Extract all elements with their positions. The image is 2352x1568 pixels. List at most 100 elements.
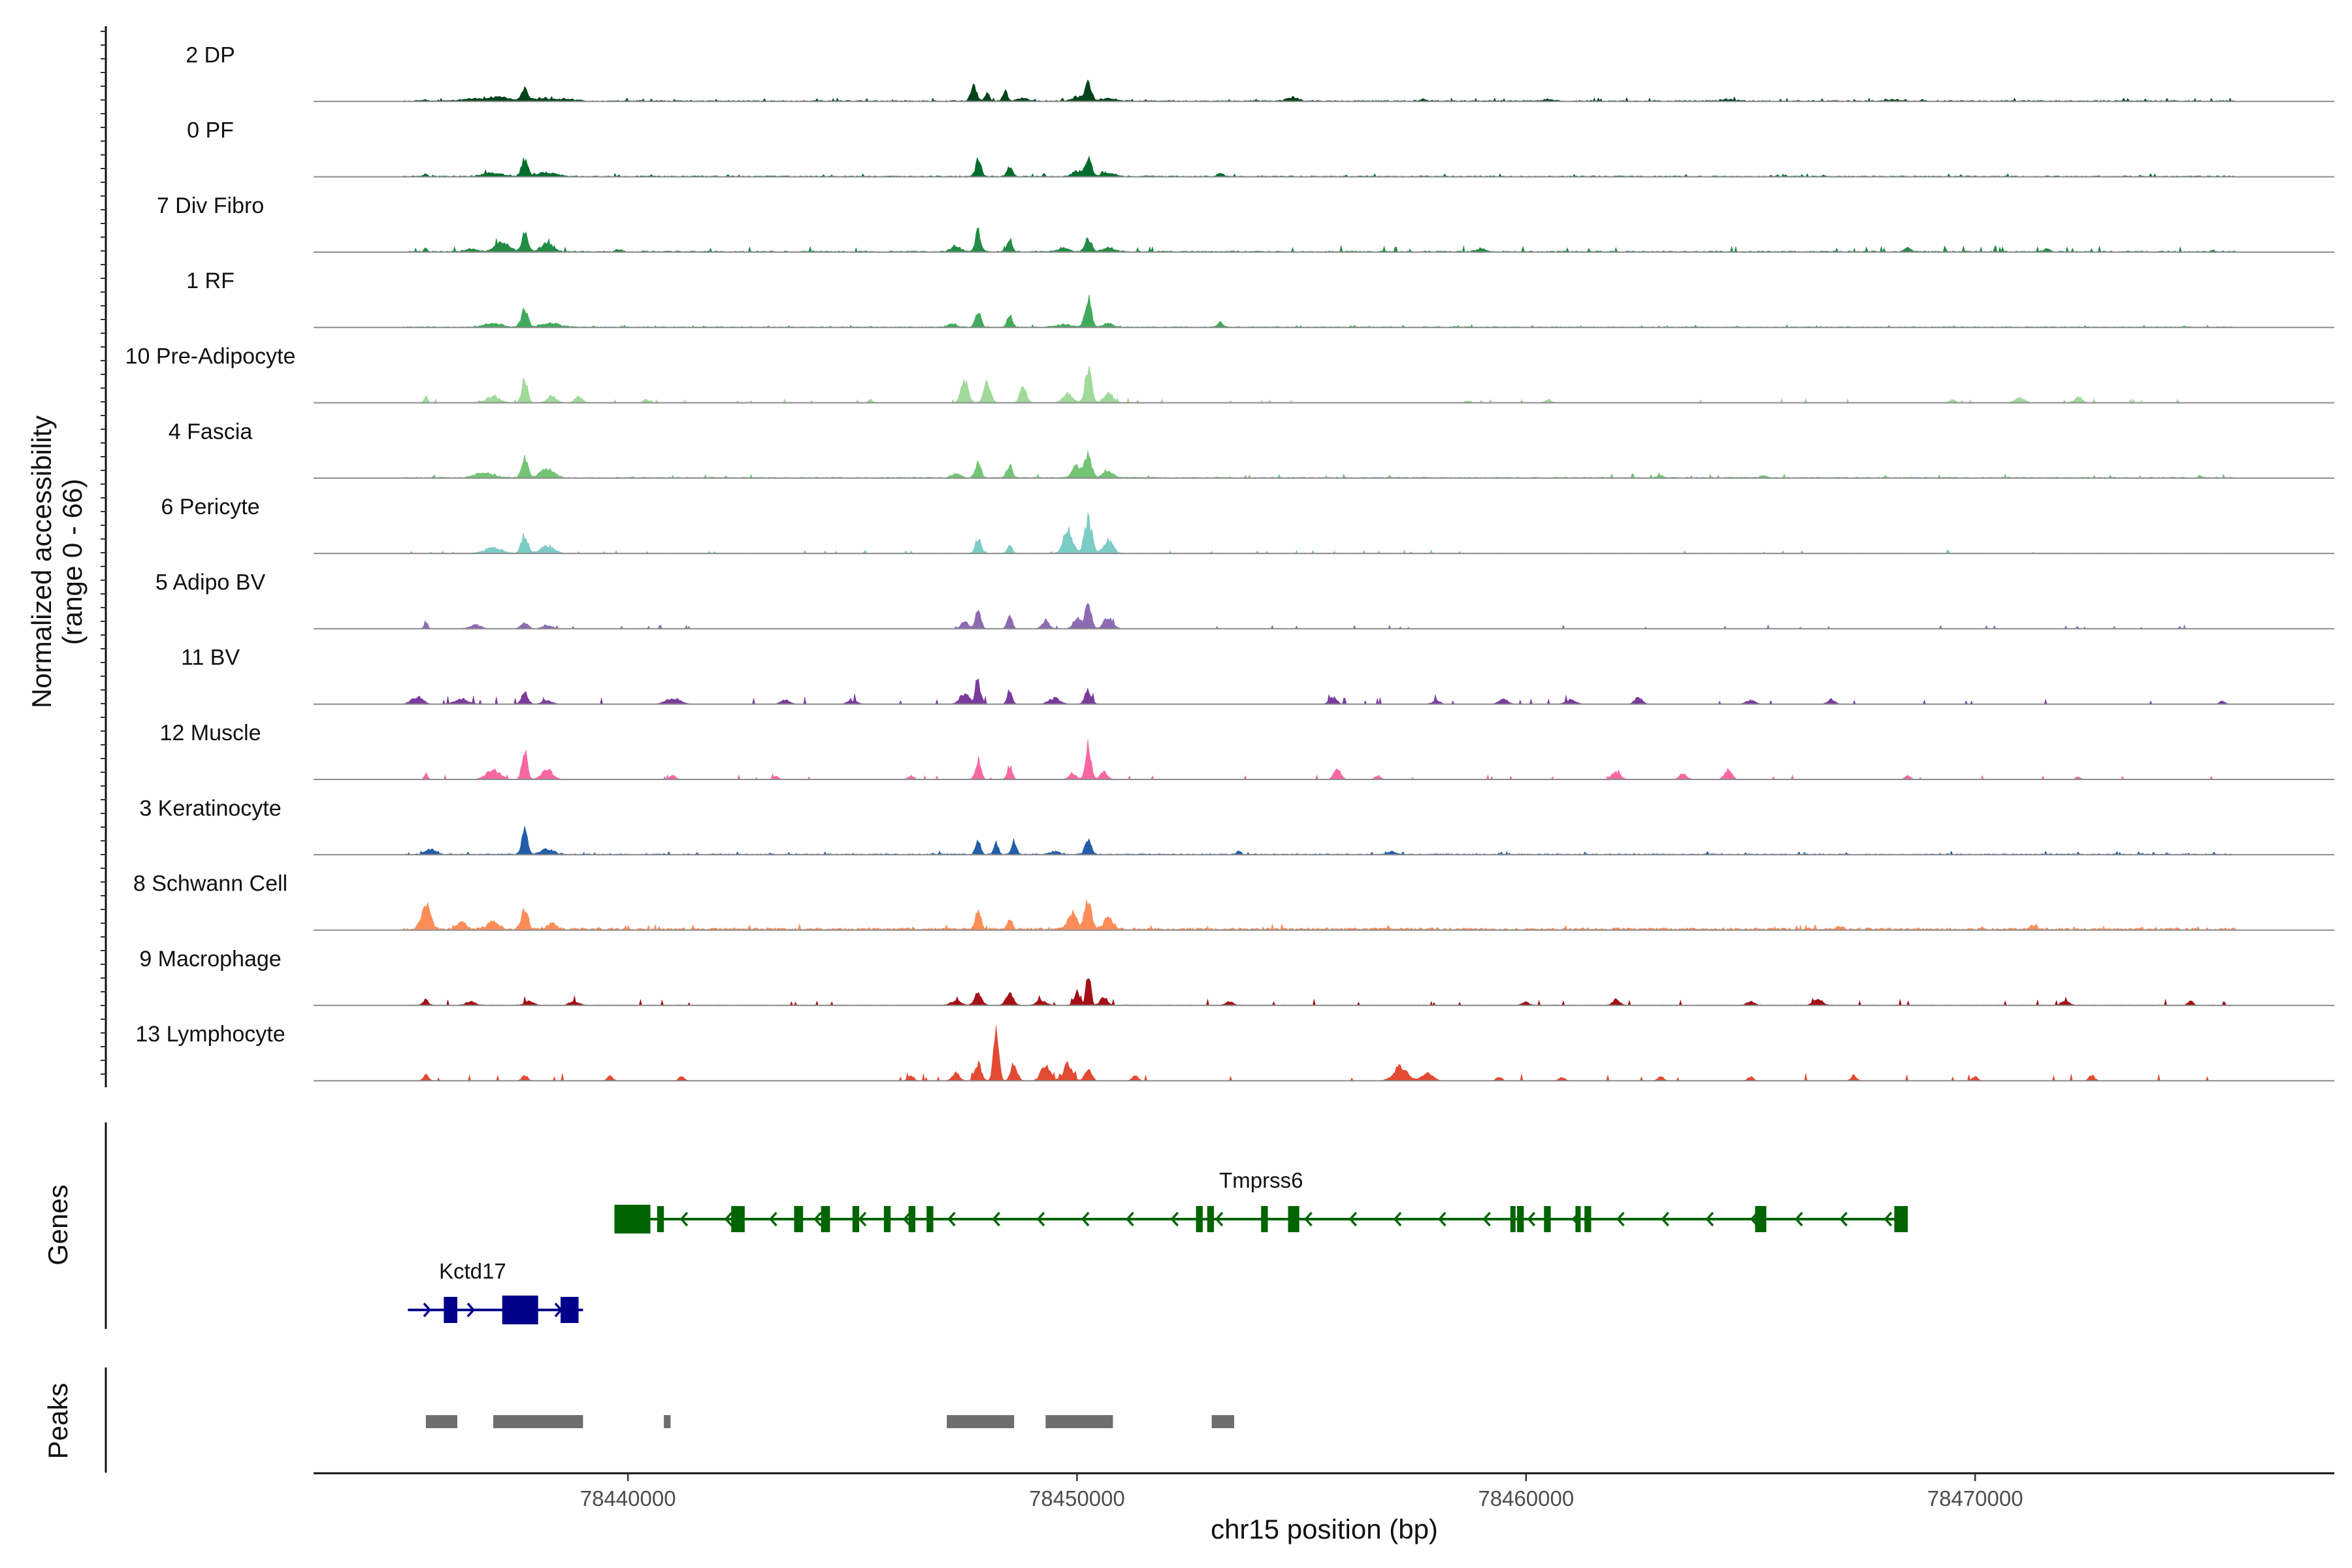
coverage-area — [403, 227, 2236, 253]
track-6-pericyte: 6 Pericyte — [161, 495, 2334, 555]
peak-region — [493, 1415, 583, 1428]
exon — [1894, 1206, 1908, 1232]
peak-region — [1211, 1415, 1235, 1428]
track-3-keratinocyte: 3 Keratinocyte — [139, 796, 2334, 856]
exon — [883, 1206, 891, 1232]
strand-arrow — [1304, 1211, 1313, 1227]
exon — [852, 1206, 860, 1232]
exon — [1544, 1206, 1551, 1232]
gene-kctd17: Kctd17 — [408, 1259, 583, 1324]
track-1-rf: 1 RF — [186, 269, 2334, 329]
track-label: 12 Muscle — [160, 721, 261, 745]
y-axis-title-line2: (range 0 - 66) — [57, 479, 88, 645]
strand-arrow — [1839, 1211, 1848, 1227]
coverage-area — [403, 79, 2236, 102]
strand-arrow — [679, 1211, 689, 1227]
x-tick-label: 78450000 — [1029, 1486, 1125, 1511]
peak-region — [1045, 1415, 1113, 1428]
strand-arrow — [1393, 1211, 1402, 1227]
track-label: 6 Pericyte — [161, 495, 259, 519]
coverage-tracks: 2 DP 0 PF 7 Div Fibro 1 RF 10 Pre-Adipocyte 4… — [125, 42, 2334, 1082]
exon — [794, 1206, 804, 1232]
track-label: 10 Pre-Adipocyte — [125, 344, 296, 369]
strand-arrow — [1036, 1211, 1045, 1227]
exon — [1584, 1206, 1592, 1232]
strand-arrow — [1616, 1211, 1625, 1227]
coverage-area — [403, 739, 2236, 780]
peak-region — [664, 1415, 671, 1428]
strand-arrow — [813, 1211, 822, 1227]
track-label: 4 Fascia — [169, 419, 253, 444]
track-7-div-fibro: 7 Div Fibro — [157, 193, 2334, 253]
track-10-pre-adipocyte: 10 Pre-Adipocyte — [125, 344, 2334, 404]
x-tick-label: 78460000 — [1478, 1486, 1574, 1511]
exon — [1207, 1206, 1215, 1232]
exon — [614, 1205, 651, 1233]
peak-track — [105, 1367, 1235, 1473]
genes-track-title: Genes — [42, 1184, 73, 1266]
coverage-area — [403, 978, 2236, 1006]
coverage-area — [403, 826, 2236, 855]
track-label: 0 PF — [187, 118, 234, 143]
exon — [1288, 1206, 1299, 1232]
track-9-macrophage: 9 Macrophage — [139, 947, 2334, 1006]
strand-arrow — [1482, 1211, 1491, 1227]
peak-region — [425, 1415, 457, 1428]
strand-arrow — [1348, 1211, 1358, 1227]
track-5-adipo-bv: 5 Adipo BV — [155, 570, 2334, 630]
track-label: 7 Div Fibro — [157, 193, 264, 218]
track-label: 1 RF — [186, 269, 235, 293]
gene-annotation-track: Tmprss6 Kctd17 — [105, 1122, 1908, 1329]
track-label: 11 BV — [181, 645, 240, 670]
x-axis-title: chr15 position (bp) — [1211, 1514, 1438, 1544]
gene-tmprss6: Tmprss6 — [614, 1168, 1908, 1233]
exon — [561, 1297, 579, 1323]
track-label: 5 Adipo BV — [155, 570, 266, 595]
track-2-dp: 2 DP — [186, 42, 2334, 103]
strand-arrow — [1795, 1211, 1803, 1227]
coverage-area — [403, 1025, 2236, 1082]
strand-arrow — [1705, 1211, 1714, 1227]
peaks-track-title: Peaks — [42, 1383, 73, 1460]
x-tick-label: 78440000 — [580, 1486, 676, 1511]
track-8-schwann-cell: 8 Schwann Cell — [133, 872, 2334, 931]
exon — [1196, 1206, 1203, 1232]
strand-arrow — [466, 1302, 476, 1318]
track-0-pf: 0 PF — [187, 118, 2334, 178]
y-axis-title-line1: Normalized accessibility — [26, 416, 57, 708]
strand-arrow — [423, 1302, 432, 1318]
coverage-area — [403, 899, 2236, 931]
strand-arrow — [902, 1211, 911, 1227]
track-11-bv: 11 BV — [181, 645, 2334, 705]
strand-arrow — [992, 1211, 1001, 1227]
exon — [821, 1206, 830, 1232]
track-label: 9 Macrophage — [139, 947, 281, 972]
track-12-muscle: 12 Muscle — [160, 721, 2334, 780]
exon — [1755, 1206, 1767, 1232]
track-4-fascia: 4 Fascia — [169, 419, 2334, 479]
exon — [731, 1206, 745, 1232]
strand-arrow — [724, 1211, 733, 1227]
coverage-area — [403, 678, 2236, 705]
track-label: 3 Keratinocyte — [139, 796, 281, 821]
exon — [657, 1206, 664, 1232]
exon — [1510, 1206, 1516, 1232]
track-label: 8 Schwann Cell — [133, 872, 287, 896]
exon — [926, 1206, 934, 1232]
exon — [444, 1297, 457, 1323]
exon — [502, 1296, 538, 1324]
coverage-area — [403, 155, 2236, 178]
track-label: 2 DP — [186, 42, 235, 67]
strand-arrow — [1884, 1211, 1893, 1227]
x-tick-label: 78470000 — [1927, 1486, 2023, 1511]
strand-arrow — [1126, 1211, 1134, 1227]
strand-arrow — [1215, 1211, 1224, 1227]
coverage-area — [403, 512, 2236, 554]
coverage-area — [403, 365, 2236, 403]
track-label: 13 Lymphocyte — [135, 1022, 285, 1047]
exon — [1517, 1206, 1524, 1232]
strand-arrow — [1437, 1211, 1446, 1227]
track-13-lymphocyte: 13 Lymphocyte — [135, 1022, 2334, 1082]
strand-arrow — [769, 1211, 777, 1227]
